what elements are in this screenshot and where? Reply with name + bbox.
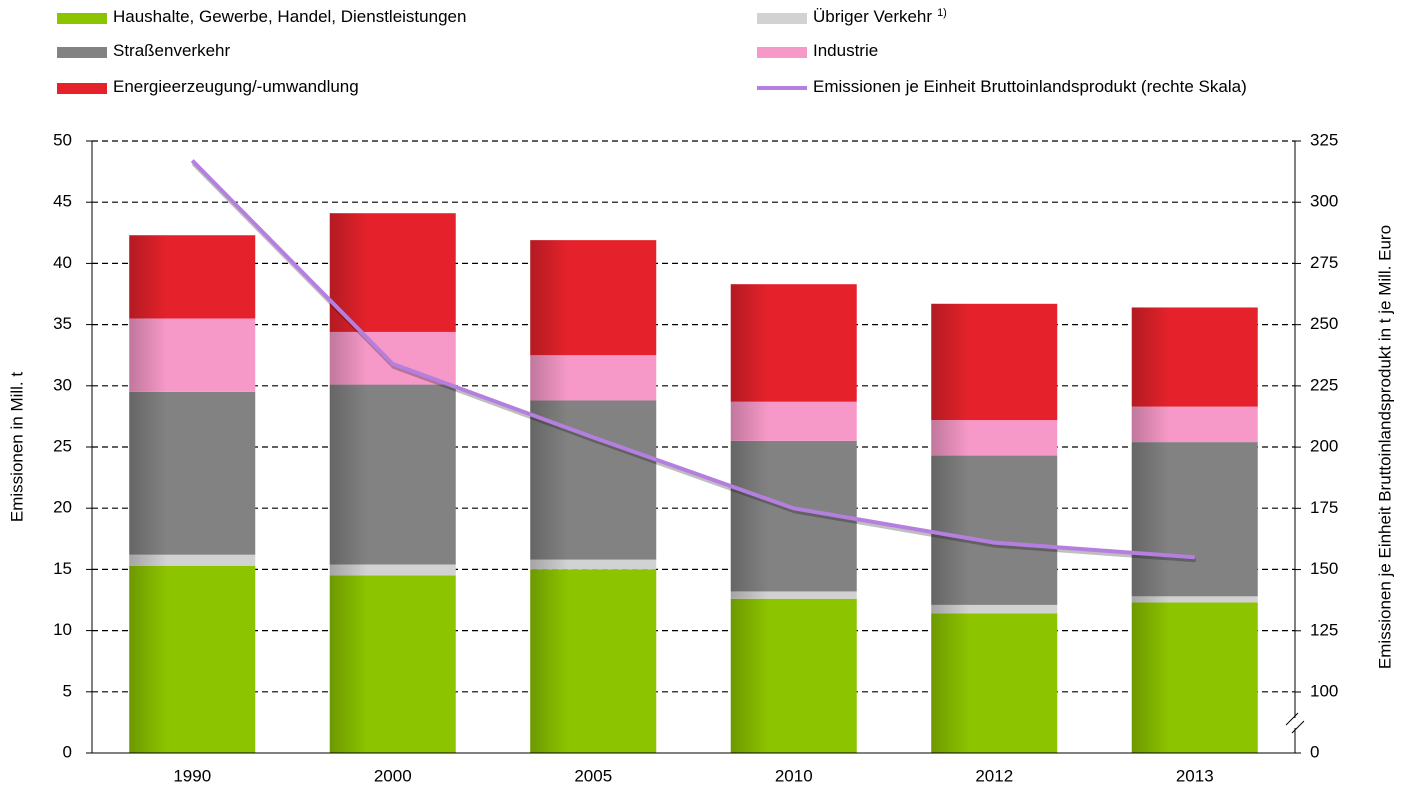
bar-shade [931,455,970,605]
x-tick-label: 2010 [775,766,813,785]
y2-tick-label: 275 [1310,253,1338,272]
y-axis-label: Emissionen in Mill. t [7,372,26,522]
y2-tick-label: 200 [1310,437,1338,456]
y2-tick-label: 0 [1310,742,1319,761]
y2-tick-label: 175 [1310,498,1338,517]
y-tick-label: 15 [53,559,72,578]
bar-shade [530,569,569,753]
bar-shade [329,213,368,332]
bar-segment [1131,596,1258,603]
bar-segment [530,559,657,570]
bar-shade [329,331,368,385]
bar-segment [931,604,1058,614]
legend-text: Industrie [813,41,878,60]
legend-label: Energieerzeugung/-umwandlung [113,77,359,96]
y-tick-label: 35 [53,314,72,333]
legend-swatch [57,47,107,58]
x-tick-label: 2000 [374,766,412,785]
bar-shade [329,575,368,753]
legend-swatch [57,13,107,24]
y-tick-label: 30 [53,375,72,394]
axis-break [1285,712,1299,726]
bar-segment [129,554,256,566]
bar-shade [931,303,970,421]
y2-tick-label: 325 [1310,130,1338,149]
legend-swatch [757,47,807,58]
x-tick-label: 1990 [173,766,211,785]
bar-shade [530,240,569,356]
legend-label: Haushalte, Gewerbe, Handel, Dienstleistu… [113,7,466,26]
bar-shade [1131,602,1170,753]
y2-tick-label: 150 [1310,559,1338,578]
legend-label: Übriger Verkehr 1) [813,7,947,27]
y-tick-label: 0 [63,742,72,761]
bar-shade [129,565,168,753]
y2-tick-label: 100 [1310,681,1338,700]
bar-shade [730,284,769,402]
bar-shade [1131,307,1170,407]
bar-shade [730,401,769,441]
bar-segment [730,591,857,599]
y-tick-label: 25 [53,436,72,455]
bar-shade [329,564,368,576]
bar-shade [931,420,970,456]
bar-segment [329,564,456,576]
bar-shade [129,391,168,555]
legend-swatch [757,13,807,24]
bar-shade [530,355,569,401]
y-tick-label: 10 [53,620,72,639]
x-tick-label: 2012 [975,766,1013,785]
y-tick-label: 20 [53,498,72,517]
axis-break-gap [1287,718,1303,728]
y-tick-label: 50 [53,130,72,149]
y-tick-label: 40 [53,253,72,272]
bar-shade [730,440,769,592]
bar-shade [1131,596,1170,603]
bar-shade [329,384,368,565]
legend-text: Energieerzeugung/-umwandlung [113,77,359,96]
legend-label: Straßenverkehr [113,41,230,60]
bar-shade [530,559,569,570]
y2-tick-label: 300 [1310,192,1338,211]
legend-text: Übriger Verkehr [813,7,932,26]
legend-text: Haushalte, Gewerbe, Handel, Dienstleistu… [113,7,466,26]
bar-shade [129,554,168,566]
axis-break [1291,720,1305,734]
bar-shade [1131,406,1170,443]
y2-tick-label: 250 [1310,314,1338,333]
bar-shade [1131,442,1170,597]
bar-shade [129,318,168,392]
line-series [190,159,1195,560]
legend-label: Industrie [813,41,878,60]
legend-text: Straßenverkehr [113,41,230,60]
legend-text: Emissionen je Einheit Bruttoinlandsprodu… [813,77,1247,96]
bar-shade [931,613,970,753]
bar-shade [931,604,970,614]
x-tick-label: 2013 [1176,766,1214,785]
y2-axis-label: Emissionen je Einheit Bruttoinlandsprodu… [1375,225,1394,669]
y-tick-label: 45 [53,192,72,211]
y2-tick-label: 125 [1310,620,1338,639]
legend-note: 1) [937,7,947,19]
legend-swatch [57,83,107,94]
y2-tick-label: 225 [1310,375,1338,394]
bar-shade [129,235,168,319]
y-tick-label: 5 [63,681,72,700]
bar-shade [730,598,769,753]
x-tick-label: 2005 [574,766,612,785]
legend-label: Emissionen je Einheit Bruttoinlandsprodu… [813,77,1247,96]
bar-shade [730,591,769,599]
